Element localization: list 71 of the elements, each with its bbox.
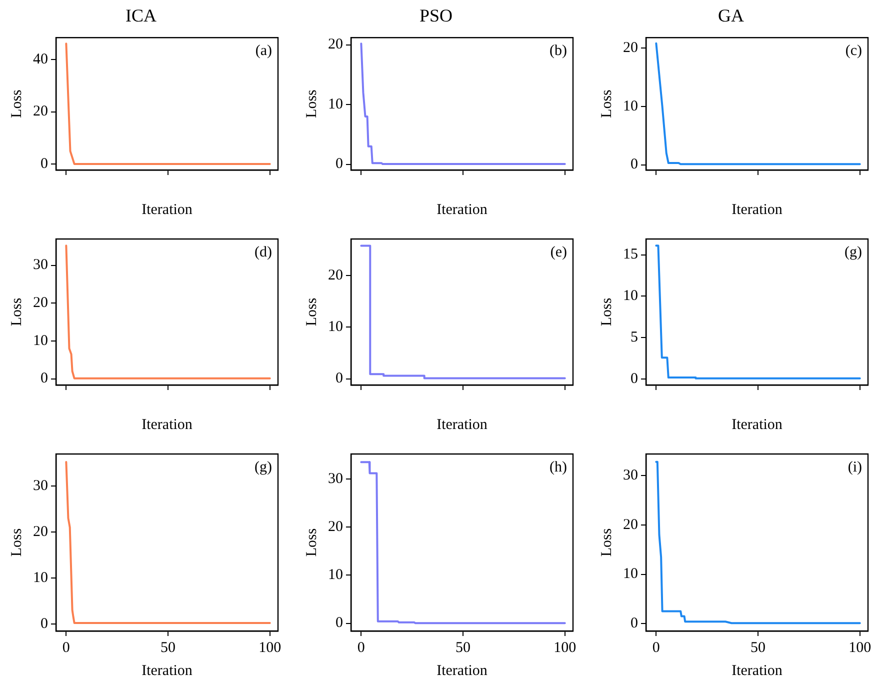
x-tick-label: 100 [848,640,872,656]
y-tick-label: 0 [336,615,343,632]
y-tick-label: 20 [328,36,343,53]
chart-title: PSO [419,6,453,26]
chart-title: GA [718,6,744,26]
x-axis-title: Iteration [142,662,193,679]
y-axis-title: Loss [8,298,25,326]
x-tick-label: 0 [357,640,365,656]
y-tick-label: 0 [630,616,638,632]
y-tick-label: 0 [40,156,48,172]
x-axis-title: Iteration [142,202,193,218]
x-tick-label: 50 [456,640,471,656]
y-tick-label: 0 [630,371,638,388]
y-tick-label: 0 [40,616,48,632]
x-tick-label: 0 [652,640,660,656]
annotation: (d) [254,244,272,260]
y-tick-label: 10 [33,570,48,586]
y-tick-label: 0 [336,370,343,387]
y-tick-label: 30 [33,257,48,274]
x-tick-label: 100 [554,640,576,656]
y-tick-label: 10 [623,566,638,582]
y-tick-label: 20 [33,104,48,120]
x-tick-label: 50 [750,640,766,656]
y-tick-label: 10 [328,319,343,336]
y-axis-title: Loss [598,298,615,326]
y-tick-label: 40 [33,51,48,68]
y-axis-title: Loss [598,528,615,557]
y-tick-label: 30 [328,470,343,487]
y-tick-label: 20 [33,295,48,312]
y-tick-label: 10 [623,98,638,114]
y-tick-label: 20 [328,519,343,536]
annotation: (a) [255,43,272,60]
y-tick-label: 10 [623,288,638,304]
x-axis-title: Iteration [436,202,488,218]
x-axis-title: Iteration [142,416,193,433]
annotation: (g) [844,244,862,260]
y-axis-title: Loss [304,528,320,557]
y-axis-title: Loss [304,298,320,326]
y-tick-label: 0 [630,156,638,173]
annotation: (g) [254,459,272,476]
annotation: (c) [845,43,862,60]
y-tick-label: 10 [328,96,343,112]
y-tick-label: 15 [623,246,638,263]
x-axis-title: Iteration [732,202,783,218]
annotation: (b) [550,43,567,60]
y-tick-label: 0 [336,156,343,172]
annotation: (i) [848,459,862,476]
y-tick-label: 20 [623,40,638,56]
y-axis-title: Loss [304,89,320,118]
x-axis-title: Iteration [436,662,488,679]
x-tick-label: 50 [160,640,176,656]
y-axis-title: Loss [8,89,25,118]
y-axis-title: Loss [598,89,615,118]
y-tick-label: 30 [33,478,48,494]
y-tick-label: 5 [630,330,638,346]
y-tick-label: 20 [623,516,638,533]
y-tick-label: 20 [33,524,48,540]
y-axis-title: Loss [8,528,25,557]
y-tick-label: 30 [623,468,638,484]
x-axis-title: Iteration [732,416,783,433]
y-tick-label: 0 [40,370,48,387]
y-tick-label: 10 [328,567,343,584]
y-tick-label: 20 [328,268,343,284]
x-tick-label: 100 [258,640,282,656]
annotation: (h) [550,459,567,476]
x-axis-title: Iteration [732,662,783,679]
y-tick-label: 10 [33,332,48,349]
x-tick-label: 0 [62,640,70,656]
x-axis-title: Iteration [436,416,488,433]
chart-title: ICA [126,6,156,26]
annotation: (e) [550,244,567,260]
